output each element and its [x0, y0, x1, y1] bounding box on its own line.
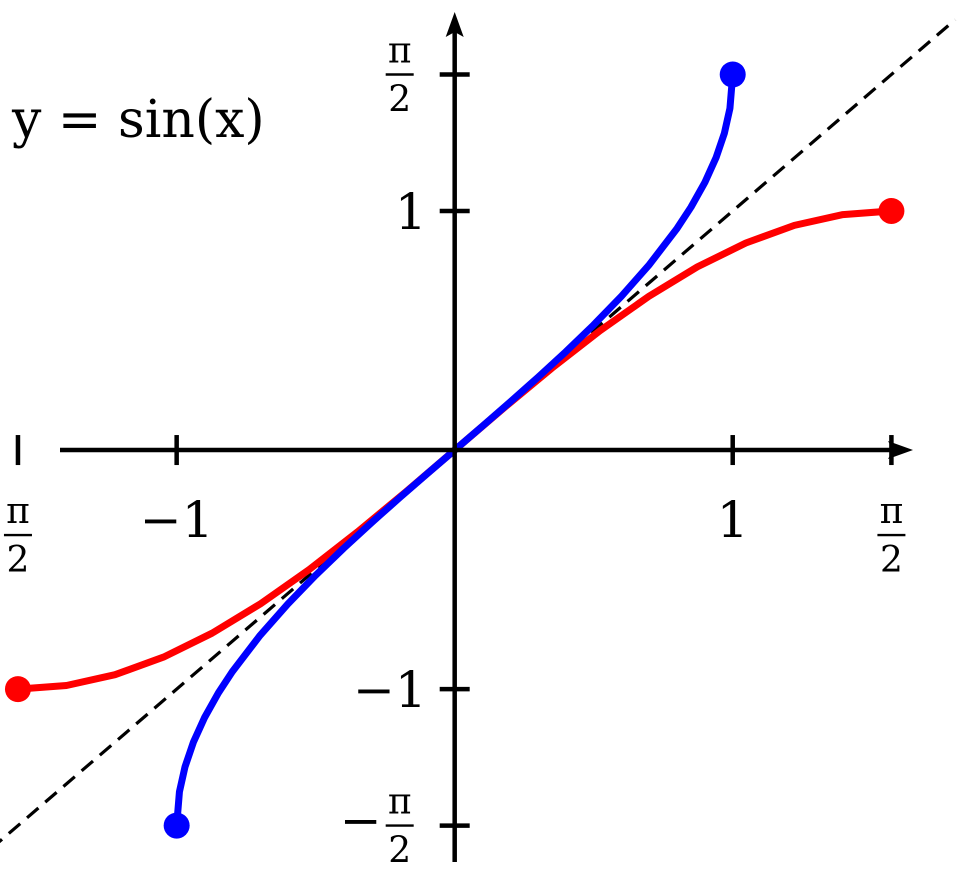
series-0-end-point: [878, 197, 905, 224]
y-tick-label-0-numerator: π: [388, 30, 412, 71]
y-tick-label-1: 1: [395, 183, 427, 241]
series-1-end-point: [719, 61, 746, 88]
y-tick-label-0-denominator: 2: [388, 79, 411, 120]
endpoint-layer: [4, 61, 905, 839]
y-axis-arrow: [445, 12, 464, 37]
x-tick-label-0-denominator: 2: [7, 540, 30, 581]
chart-title: y = sin(x): [11, 90, 265, 150]
series-1-start-point: [163, 812, 190, 839]
y-tick-label-3-fraction: π 2−: [340, 782, 414, 872]
x-tick-label-3-fraction: π2: [877, 491, 906, 581]
x-tick-label-0-numerator: π: [6, 491, 30, 532]
x-tick-label-1: −1: [140, 491, 214, 549]
x-tick-label-3-denominator: 2: [880, 540, 903, 581]
y-tick-label-3-numerator: π: [388, 782, 412, 823]
y-tick-label-2: −1: [353, 661, 427, 719]
y-tick-label-3-denominator: 2: [388, 831, 411, 872]
y-tick-label-3-sign: −: [340, 792, 382, 850]
series-0-start-point: [4, 676, 31, 703]
x-axis-arrow: [888, 441, 913, 460]
axis-layer: [60, 12, 913, 862]
x-tick-label-3-numerator: π: [880, 491, 904, 532]
y-tick-label-0-fraction: π2: [385, 30, 414, 120]
x-tick-label-2: 1: [717, 491, 749, 549]
x-tick-label-0-fraction: π2−: [3, 491, 32, 581]
